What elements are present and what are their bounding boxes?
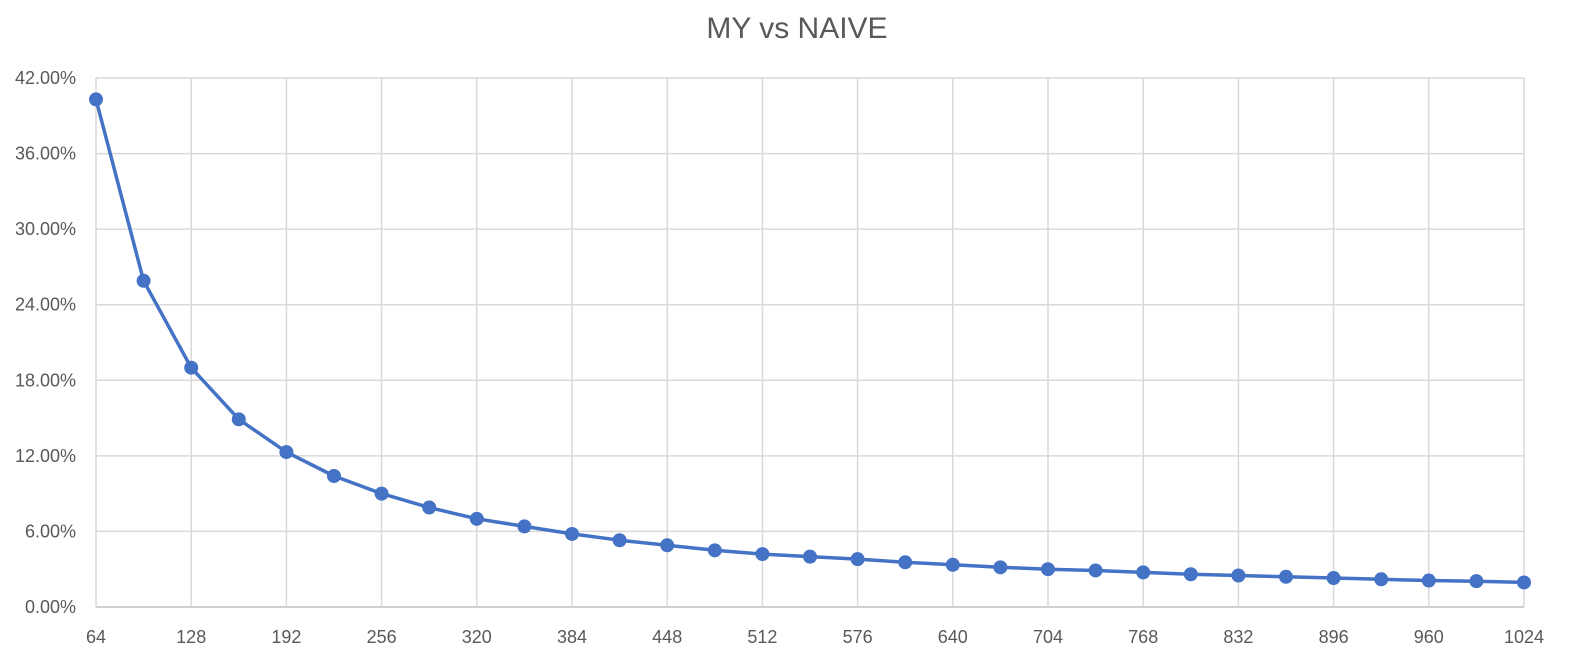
data-point [1183, 567, 1198, 582]
x-tick-label: 512 [747, 627, 777, 647]
chart-title: MY vs NAIVE [706, 12, 887, 45]
data-point [898, 555, 913, 570]
y-tick-label: 24.00% [15, 295, 76, 315]
x-tick-label: 192 [271, 627, 301, 647]
x-tick-label: 960 [1414, 627, 1444, 647]
data-point [1088, 563, 1103, 578]
data-point [1421, 573, 1436, 588]
y-tick-label: 18.00% [15, 370, 76, 390]
data-point [184, 360, 199, 375]
data-point [1326, 571, 1341, 586]
x-tick-label: 256 [367, 627, 397, 647]
data-point [89, 92, 103, 107]
data-point [1469, 574, 1484, 589]
x-tick-label: 768 [1128, 627, 1158, 647]
data-point [279, 445, 294, 460]
y-tick-label: 42.00% [15, 68, 76, 88]
data-point [707, 543, 722, 558]
x-tick-label: 1024 [1504, 627, 1544, 647]
x-tick-label: 896 [1319, 627, 1349, 647]
x-tick-label: 832 [1223, 627, 1253, 647]
x-tick-label: 704 [1033, 627, 1063, 647]
x-axis-tick-labels: 64 128 192 256 320 384 448 512 576 640 704 768 832 89… [86, 627, 1544, 647]
y-tick-label: 12.00% [15, 446, 76, 466]
data-point [1231, 568, 1246, 583]
data-point [1517, 575, 1531, 590]
x-tick-label: 128 [176, 627, 206, 647]
data-point [1041, 562, 1055, 577]
series-layer [89, 92, 1531, 590]
y-axis-tick-labels: 0.00% 6.00% 12.00% 18.00% 24.00% 30.00% 36.00%… [15, 68, 76, 617]
x-tick-label: 320 [462, 627, 492, 647]
series-line [94, 98, 1525, 585]
x-tick-label: 448 [652, 627, 682, 647]
y-tick-label: 36.00% [15, 144, 76, 164]
x-tick-label: 384 [557, 627, 587, 647]
data-point [469, 511, 484, 526]
y-tick-label: 30.00% [15, 219, 76, 239]
plot-grid [95, 77, 1525, 608]
x-tick-label: 640 [938, 627, 968, 647]
y-tick-label: 6.00% [25, 521, 76, 541]
data-point [422, 500, 437, 515]
data-point [755, 547, 770, 562]
data-point [517, 519, 532, 534]
data-point [1136, 565, 1151, 580]
data-point [803, 549, 817, 564]
x-tick-label: 64 [86, 627, 106, 647]
data-point [612, 533, 627, 548]
data-point [1374, 572, 1389, 587]
data-point [374, 486, 389, 501]
data-point [660, 538, 675, 553]
x-tick-label: 576 [843, 627, 873, 647]
data-point [565, 526, 579, 541]
data-point [327, 469, 341, 484]
data-point [231, 412, 246, 427]
y-tick-label: 0.00% [25, 597, 76, 617]
data-point [993, 560, 1008, 575]
data-point [136, 273, 151, 288]
data-point [1279, 569, 1293, 584]
data-point [850, 552, 865, 567]
data-point [945, 557, 960, 572]
